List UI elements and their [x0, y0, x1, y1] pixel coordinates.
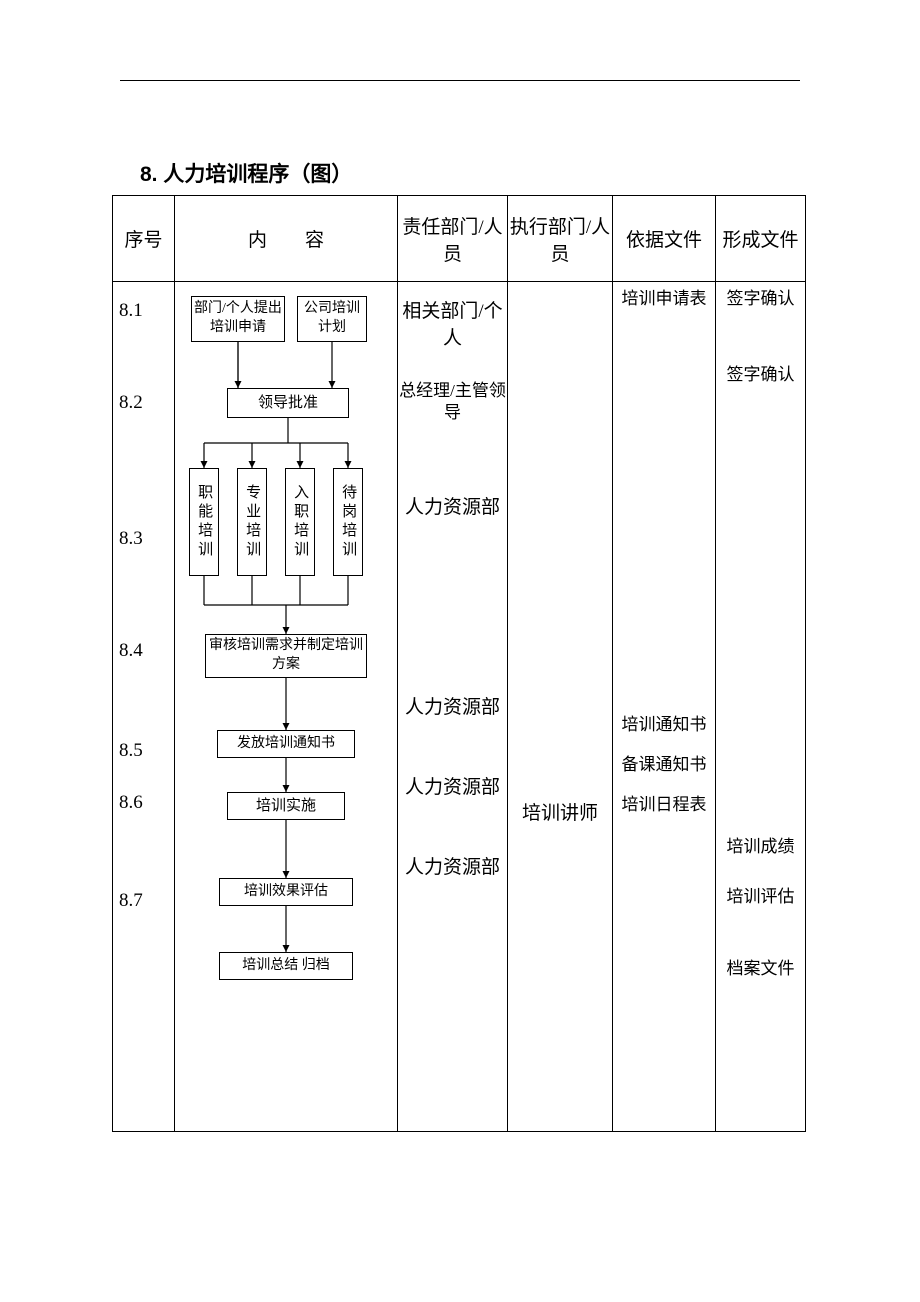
basis-cell: 培训申请表培训通知书备课通知书培训日程表 — [613, 282, 716, 1132]
cell-text: 签字确认 — [716, 288, 805, 310]
cell-text: 总经理/主管领导 — [398, 380, 507, 424]
header-rule — [120, 80, 800, 81]
col-content: 内 容 — [175, 196, 398, 282]
cell-text: 签字确认 — [716, 364, 805, 386]
procedure-table: 序号 内 容 责任部门/人员 执行部门/人员 依据文件 形成文件 8.18.28… — [112, 195, 806, 1132]
col-exec: 执行部门/人员 — [508, 196, 613, 282]
cell-text: 人力资源部 — [398, 772, 507, 799]
col-basis: 依据文件 — [613, 196, 716, 282]
seq-number: 8.1 — [113, 300, 174, 322]
seq-number: 8.7 — [113, 890, 174, 912]
cell-text: 档案文件 — [716, 958, 805, 980]
table-body-row: 8.1 8.2 8.3 8.4 8.5 8.6 8.7 部门/个人提出培训申请公司培训计划领… — [113, 282, 806, 1132]
col-resp: 责任部门/人员 — [398, 196, 508, 282]
cell-text: 人力资源部 — [398, 852, 507, 879]
seq-number: 8.2 — [113, 392, 174, 414]
seq-number: 8.6 — [113, 792, 174, 814]
cell-text: 培训通知书 — [613, 714, 715, 736]
section-heading: 8. 人力培训程序（图） — [140, 158, 352, 188]
flowchart-cell: 部门/个人提出培训申请公司培训计划领导批准职能培训专业培训入职培训待岗培训审核培… — [175, 282, 398, 1132]
cell-text: 相关部门/个人 — [398, 296, 507, 350]
cell-text: 人力资源部 — [398, 692, 507, 719]
cell-text: 培训讲师 — [508, 798, 612, 825]
col-form: 形成文件 — [716, 196, 806, 282]
cell-text: 培训申请表 — [613, 288, 715, 310]
seq-number: 8.5 — [113, 740, 174, 762]
exec-cell: 培训讲师 — [508, 282, 613, 1132]
col-seq: 序号 — [113, 196, 175, 282]
table-header-row: 序号 内 容 责任部门/人员 执行部门/人员 依据文件 形成文件 — [113, 196, 806, 282]
resp-cell: 相关部门/个人总经理/主管领导人力资源部人力资源部人力资源部人力资源部 — [398, 282, 508, 1132]
flow-arrows — [175, 282, 398, 1132]
cell-text: 培训日程表 — [613, 794, 715, 816]
seq-number: 8.3 — [113, 528, 174, 550]
form-cell: 签字确认签字确认培训成绩培训评估档案文件 — [716, 282, 806, 1132]
seq-cell: 8.1 8.2 8.3 8.4 8.5 8.6 8.7 — [113, 282, 175, 1132]
cell-text: 备课通知书 — [613, 754, 715, 776]
seq-number: 8.4 — [113, 640, 174, 662]
cell-text: 培训评估 — [716, 886, 805, 908]
cell-text: 人力资源部 — [398, 492, 507, 519]
document-page: 8. 人力培训程序（图） 序号 内 容 责任部门/人员 执行部门/人员 依据文件… — [0, 0, 920, 1302]
cell-text: 培训成绩 — [716, 836, 805, 858]
